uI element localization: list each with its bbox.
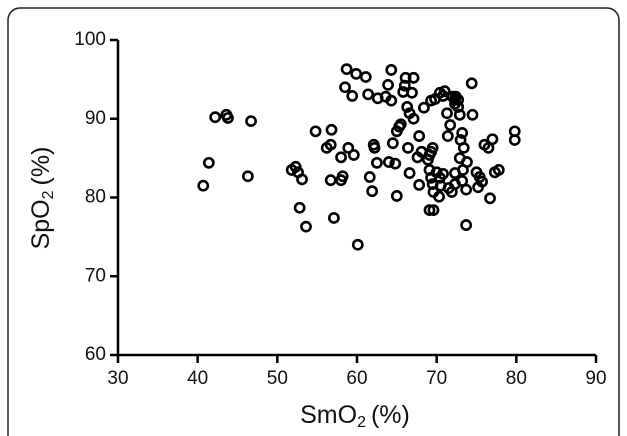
point: [342, 141, 355, 154]
point: [406, 86, 418, 99]
point: [363, 171, 376, 183]
point: [347, 149, 360, 161]
x-tick-label: 40: [187, 368, 208, 389]
point: [335, 151, 347, 164]
point: [423, 204, 436, 216]
x-tick-label: 50: [267, 368, 288, 389]
point: [492, 164, 505, 176]
point: [438, 85, 451, 98]
point: [401, 101, 414, 113]
point: [444, 119, 457, 131]
point: [486, 133, 499, 146]
point: [402, 141, 414, 154]
point: [296, 173, 308, 186]
y-title-sub: 2: [40, 190, 57, 199]
point: [437, 167, 449, 180]
x-title-unit: (%): [371, 401, 410, 429]
y-tick-label: 80: [85, 187, 106, 208]
point: [413, 130, 426, 142]
x-tick-label: 30: [107, 368, 128, 389]
point: [389, 157, 402, 170]
point: [449, 97, 461, 110]
point: [382, 78, 394, 91]
point: [460, 219, 473, 231]
point: [324, 138, 337, 151]
point: [300, 220, 312, 233]
point: [394, 118, 407, 131]
point: [382, 156, 395, 168]
y-tick-label: 60: [85, 344, 106, 365]
point: [197, 179, 210, 192]
point: [476, 175, 488, 188]
y-tick-label: 100: [74, 29, 106, 50]
frame: [7, 7, 620, 436]
point: [325, 123, 338, 136]
point: [350, 67, 363, 80]
point: [202, 156, 215, 169]
point: [371, 156, 383, 169]
point: [508, 134, 521, 146]
point: [466, 108, 479, 121]
point: [368, 141, 381, 154]
point: [465, 77, 478, 90]
point: [407, 71, 420, 84]
point: [484, 192, 496, 205]
point: [366, 185, 379, 198]
point: [359, 71, 372, 83]
point: [456, 127, 469, 139]
y-title-unit: (%): [27, 147, 55, 186]
point: [433, 190, 445, 203]
x-title-sub: 2: [357, 414, 366, 431]
point: [413, 178, 426, 191]
point: [351, 238, 364, 251]
y-axis-title: SpO2 (%): [27, 147, 58, 250]
point: [457, 164, 469, 176]
y-title-main: SpO: [27, 199, 55, 249]
point: [245, 115, 257, 128]
point: [390, 190, 403, 202]
point: [386, 137, 399, 150]
point: [241, 170, 254, 183]
point: [403, 167, 416, 179]
point: [324, 174, 337, 187]
point: [441, 130, 454, 142]
x-tick-label: 70: [426, 368, 447, 389]
point: [346, 90, 359, 102]
point: [407, 112, 420, 125]
point: [336, 170, 349, 183]
point: [222, 112, 234, 124]
x-tick-label: 60: [346, 368, 367, 389]
x-tick-label: 80: [506, 368, 527, 389]
x-tick-label: 90: [585, 368, 606, 389]
point: [309, 125, 322, 138]
point: [427, 204, 440, 216]
point: [460, 183, 473, 196]
point: [441, 107, 453, 120]
point: [457, 141, 470, 154]
point: [385, 94, 398, 107]
point: [209, 111, 222, 124]
y-tick-label: 70: [85, 265, 106, 286]
point: [362, 88, 375, 101]
point: [453, 108, 466, 121]
point: [385, 64, 398, 76]
point: [426, 141, 439, 154]
x-axis-title: SmO2 (%): [300, 401, 410, 432]
y-tick-label: 90: [85, 108, 106, 129]
point: [418, 101, 430, 114]
x-title-main: SmO: [300, 401, 357, 429]
point: [327, 212, 340, 224]
point: [289, 160, 302, 173]
point: [340, 63, 353, 76]
point: [339, 81, 351, 94]
point: [293, 201, 306, 214]
